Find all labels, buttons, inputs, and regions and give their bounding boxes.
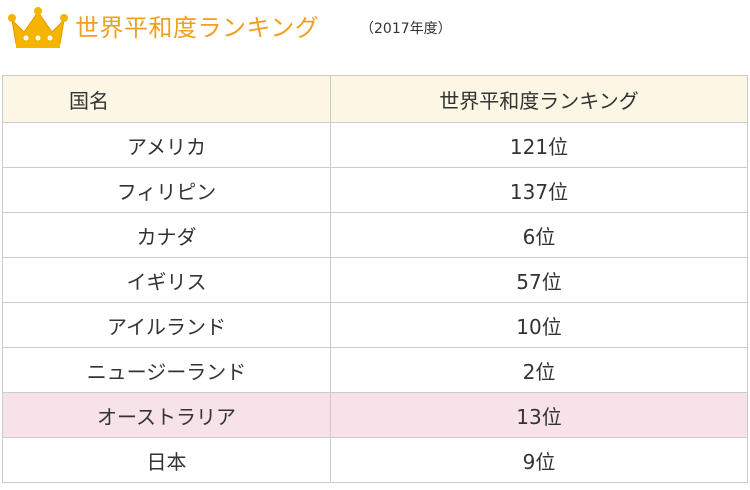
country-cell: イギリス	[2, 257, 331, 303]
country-cell: オーストラリア	[2, 392, 331, 438]
table-row: ニュージーランド 2位	[2, 347, 748, 393]
table-row: アメリカ 121位	[2, 122, 748, 168]
table-row: 日本 9位	[2, 437, 748, 483]
table-row: カナダ 6位	[2, 212, 748, 258]
table-row: フィリピン 137位	[2, 167, 748, 213]
rank-cell: 121位	[330, 122, 748, 168]
country-cell: 日本	[2, 437, 331, 483]
rank-cell: 6位	[330, 212, 748, 258]
rank-cell: 13位	[330, 392, 748, 438]
column-header-ranking: 世界平和度ランキング	[330, 75, 748, 123]
country-cell: ニュージーランド	[2, 347, 331, 393]
table-row: アイルランド 10位	[2, 302, 748, 348]
country-cell: フィリピン	[2, 167, 331, 213]
table-row: オーストラリア 13位	[2, 392, 748, 438]
country-cell: アメリカ	[2, 122, 331, 168]
page-title: 世界平和度ランキング	[75, 14, 320, 42]
table-row: イギリス 57位	[2, 257, 748, 303]
column-header-country: 国名	[2, 75, 331, 123]
page-header: 世界平和度ランキング （2017年度）	[0, 0, 750, 52]
rank-cell: 10位	[330, 302, 748, 348]
year-label: （2017年度）	[360, 21, 452, 37]
rank-cell: 137位	[330, 167, 748, 213]
rank-cell: 2位	[330, 347, 748, 393]
country-cell: カナダ	[2, 212, 331, 258]
crown-icon	[8, 7, 68, 48]
table-header-row: 国名 世界平和度ランキング	[2, 75, 748, 123]
country-cell: アイルランド	[2, 302, 331, 348]
rank-cell: 57位	[330, 257, 748, 303]
rank-cell: 9位	[330, 437, 748, 483]
ranking-table: 国名 世界平和度ランキング アメリカ 121位 フィリピン 137位 カナダ 6…	[2, 75, 748, 483]
